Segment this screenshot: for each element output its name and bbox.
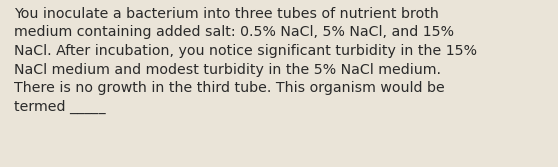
Text: You inoculate a bacterium into three tubes of nutrient broth
medium containing a: You inoculate a bacterium into three tub… (14, 7, 477, 114)
